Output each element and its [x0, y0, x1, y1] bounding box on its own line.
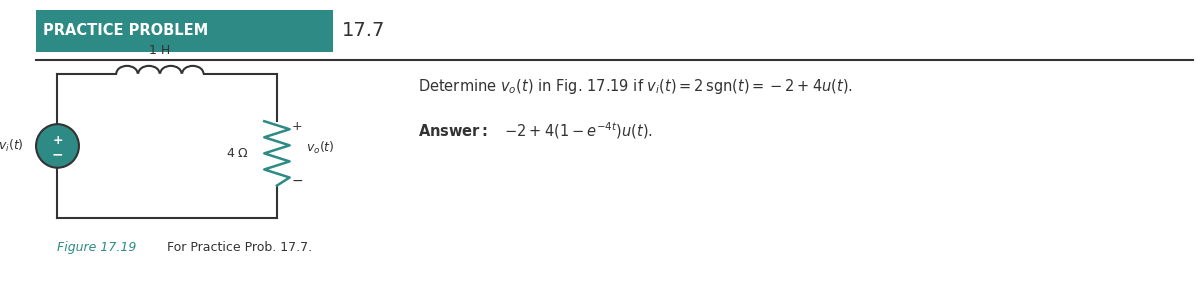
Text: +: +	[52, 135, 62, 148]
Text: 4 $\Omega$: 4 $\Omega$	[227, 147, 250, 160]
Text: Figure 17.19: Figure 17.19	[58, 241, 137, 254]
Text: 1 H: 1 H	[149, 44, 170, 57]
Text: $v_o(t)$: $v_o(t)$	[306, 140, 335, 157]
Text: For Practice Prob. 17.7.: For Practice Prob. 17.7.	[167, 241, 312, 254]
Text: $v_i(t)$: $v_i(t)$	[0, 138, 24, 154]
Text: +: +	[292, 120, 302, 133]
Text: −: −	[52, 148, 64, 162]
Circle shape	[36, 124, 79, 168]
Text: PRACTICE PROBLEM: PRACTICE PROBLEM	[43, 23, 208, 38]
Text: Determine $v_o(t)$ in Fig. 17.19 if $v_i(t) = 2\,\mathrm{sgn}(t) = -2 + 4u(t).$: Determine $v_o(t)$ in Fig. 17.19 if $v_i…	[419, 77, 853, 96]
Text: $\bf{Answer:}$   $-2 + 4(1 - e^{-4t})u(t).$: $\bf{Answer:}$ $-2 + 4(1 - e^{-4t})u(t).…	[419, 121, 653, 141]
Text: −: −	[292, 174, 304, 188]
FancyBboxPatch shape	[36, 10, 334, 52]
Text: 17.7: 17.7	[342, 21, 385, 40]
